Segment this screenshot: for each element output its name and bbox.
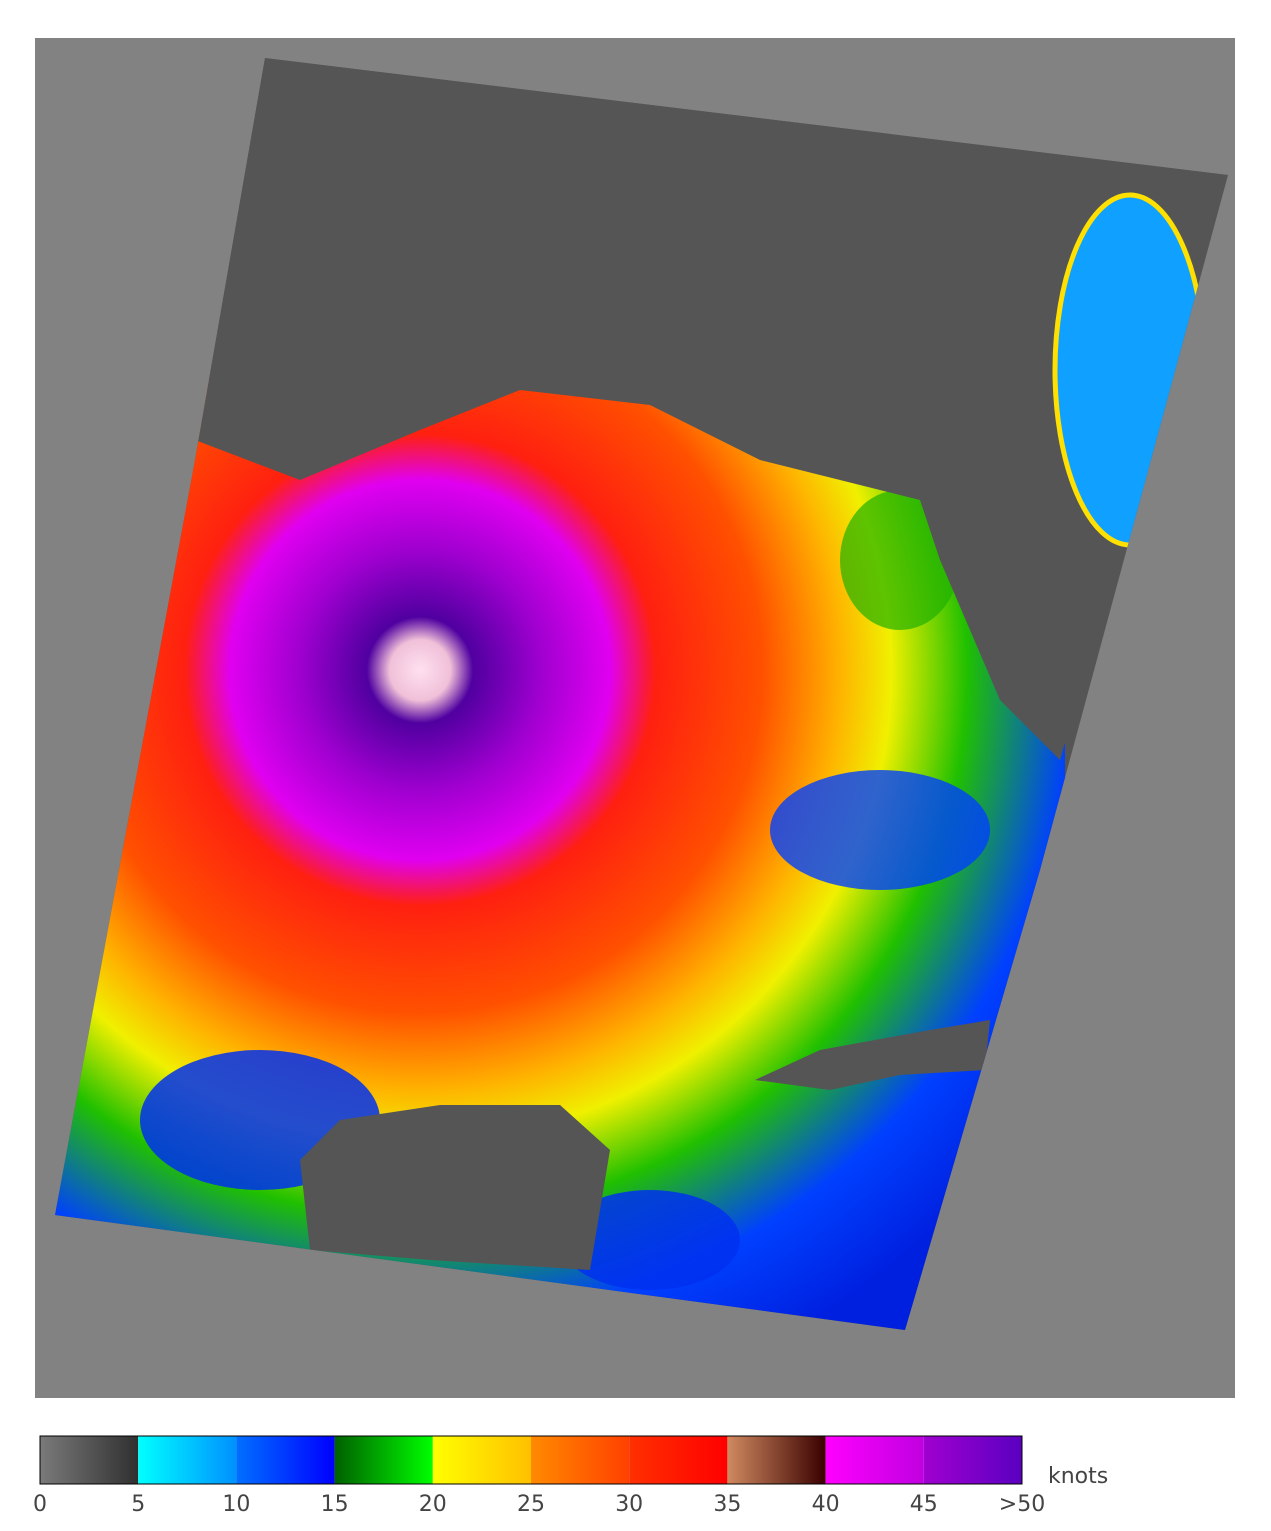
tick-label: 30 bbox=[615, 1492, 643, 1517]
colorbar-segment bbox=[334, 1436, 433, 1484]
colorbar-segment bbox=[923, 1436, 1022, 1484]
tick-label: 45 bbox=[910, 1492, 938, 1517]
tick-label: 35 bbox=[713, 1492, 741, 1517]
tick-label: 10 bbox=[222, 1492, 250, 1517]
tick-label: 20 bbox=[419, 1492, 447, 1517]
tick-label: >50 bbox=[999, 1492, 1045, 1517]
colorbar-segment bbox=[432, 1436, 531, 1484]
colorbar-segment bbox=[629, 1436, 728, 1484]
colorbar-segment bbox=[727, 1436, 826, 1484]
colorbar: knots 0 5 10 15 20 25 30 35 40 45 >50 bbox=[33, 1435, 1108, 1517]
unit-label: knots bbox=[1048, 1464, 1108, 1489]
tick-label: 15 bbox=[321, 1492, 349, 1517]
tick-label: 5 bbox=[131, 1492, 145, 1517]
colorbar-segment bbox=[40, 1436, 139, 1484]
colorbar-segment bbox=[825, 1436, 924, 1484]
colorbar-segment bbox=[138, 1436, 237, 1484]
wind-field bbox=[55, 58, 1228, 1330]
tick-label: 0 bbox=[33, 1492, 47, 1517]
tick-label: 40 bbox=[812, 1492, 840, 1517]
colorbar-segment bbox=[531, 1436, 630, 1484]
colorbar-frame bbox=[39, 1435, 1023, 1485]
map bbox=[35, 38, 1235, 1398]
tick-label: 25 bbox=[517, 1492, 545, 1517]
colorbar-segment bbox=[236, 1436, 335, 1484]
